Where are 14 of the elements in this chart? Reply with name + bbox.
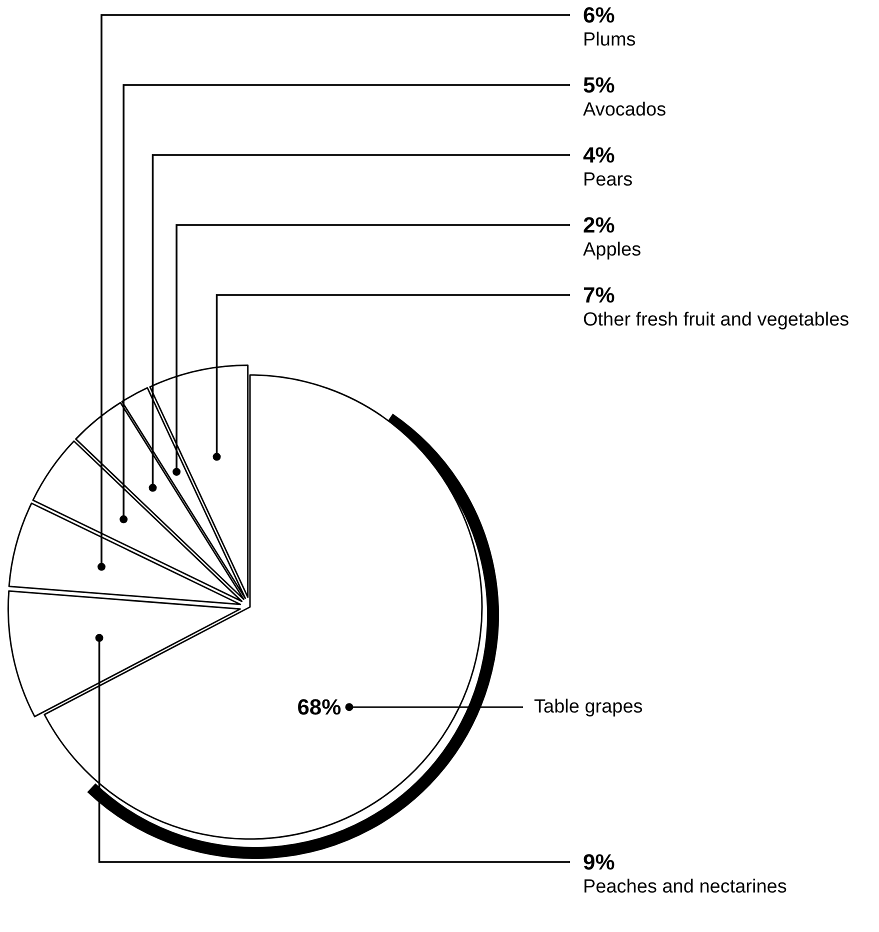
data-label: 9% bbox=[583, 850, 615, 874]
data-label: 7% bbox=[583, 282, 615, 308]
data-label: 2% bbox=[583, 212, 615, 238]
data-label: 68% bbox=[297, 694, 342, 720]
slice-label: Table grapes bbox=[534, 696, 643, 718]
data-label: 5% bbox=[583, 72, 615, 98]
slice-label: Plums bbox=[583, 30, 636, 50]
slice-label: Peaches and nectarines bbox=[583, 876, 787, 898]
data-label: 4% bbox=[583, 142, 615, 168]
slice-label: Avocados bbox=[583, 100, 666, 120]
data-label: 6% bbox=[583, 2, 615, 28]
slice-label: Apples bbox=[583, 240, 642, 260]
slice-label: Pears bbox=[583, 170, 633, 190]
slice-label: Other fresh fruit and vegetables bbox=[583, 310, 850, 330]
